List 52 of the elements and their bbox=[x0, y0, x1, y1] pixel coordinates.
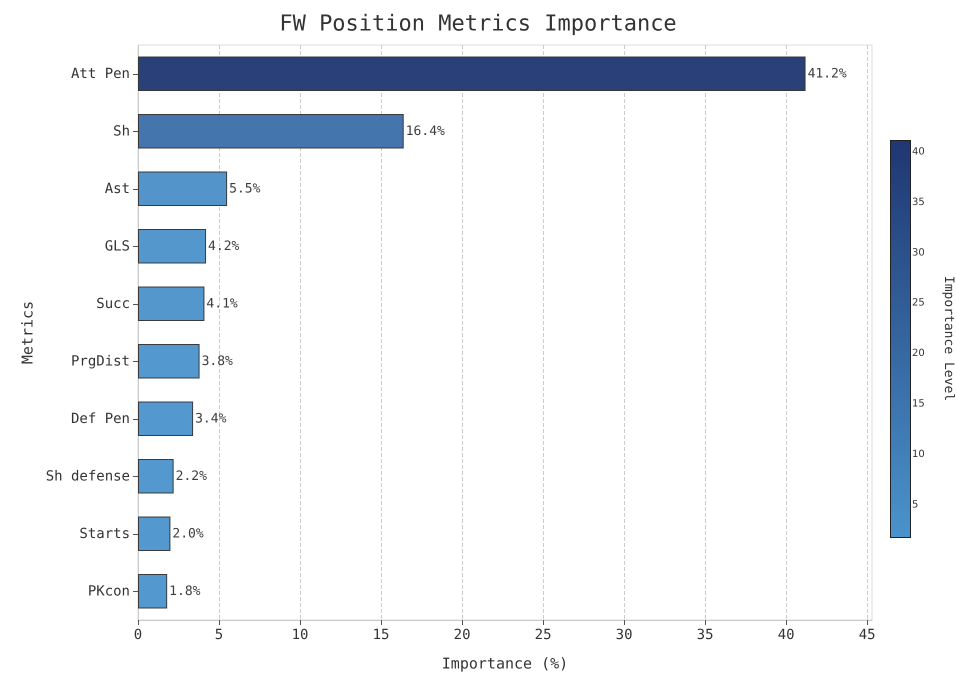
color-bar-label: 35 bbox=[912, 196, 925, 208]
color-bar-label: 10 bbox=[912, 448, 925, 460]
y-tick-label: PrgDist bbox=[70, 353, 130, 370]
data-label: 3.8% bbox=[202, 354, 234, 369]
data-label: 1.8% bbox=[169, 584, 201, 599]
y-tick-label: GLS bbox=[104, 238, 130, 254]
color-bar-label: 20 bbox=[912, 348, 925, 360]
y-tick-label: Att Pen bbox=[70, 66, 130, 82]
color-bar-label: 40 bbox=[912, 146, 925, 158]
data-label: 3.4% bbox=[195, 411, 227, 426]
x-tick-label: 30 bbox=[616, 627, 633, 643]
bar bbox=[138, 344, 200, 378]
x-tick-label: 5 bbox=[214, 627, 224, 643]
y-axis-title: Metrics bbox=[18, 300, 36, 364]
bar bbox=[138, 229, 206, 264]
x-tick-label: 40 bbox=[778, 627, 795, 643]
y-tick-label: Succ bbox=[96, 296, 130, 312]
bar bbox=[138, 402, 194, 436]
y-tick-label: Ast bbox=[104, 180, 130, 197]
x-tick-label: 0 bbox=[134, 627, 142, 643]
color-bar-label: 25 bbox=[912, 298, 925, 309]
x-tick-label: 25 bbox=[534, 627, 552, 643]
bar bbox=[138, 516, 170, 551]
data-label: 2.0% bbox=[172, 526, 204, 542]
y-tick-label: Sh defense bbox=[46, 468, 130, 484]
color-bar-label: 15 bbox=[912, 398, 925, 410]
y-tick-label: Sh bbox=[113, 123, 130, 140]
x-tick-label: 10 bbox=[292, 627, 308, 643]
bar bbox=[138, 574, 168, 608]
data-label: 41.2% bbox=[808, 66, 847, 82]
color-bar-label: 30 bbox=[912, 247, 925, 258]
chart-title: FW Position Metrics Importance bbox=[279, 12, 677, 36]
bar bbox=[138, 172, 228, 206]
x-tick-label: 20 bbox=[454, 627, 470, 643]
data-label: 16.4% bbox=[406, 124, 446, 139]
bar bbox=[138, 56, 806, 91]
y-tick-label: Def Pen bbox=[70, 410, 130, 427]
y-tick-label: PKcon bbox=[88, 583, 130, 600]
x-axis-title: Importance (%) bbox=[442, 654, 568, 672]
bar bbox=[138, 286, 204, 321]
y-tick-label: Starts bbox=[79, 526, 130, 542]
x-tick-label: 15 bbox=[372, 627, 390, 643]
bar bbox=[138, 114, 404, 148]
bar bbox=[138, 459, 174, 494]
data-label: 5.5% bbox=[229, 181, 261, 196]
data-label: 4.2% bbox=[208, 238, 240, 254]
color-bar-label: 5 bbox=[912, 499, 918, 510]
data-label: 2.2% bbox=[176, 468, 208, 484]
data-label: 4.1% bbox=[206, 296, 238, 312]
x-tick-label: 45 bbox=[858, 627, 876, 643]
x-tick-label: 35 bbox=[696, 627, 714, 643]
color-bar-title: Importance Level bbox=[941, 276, 956, 402]
